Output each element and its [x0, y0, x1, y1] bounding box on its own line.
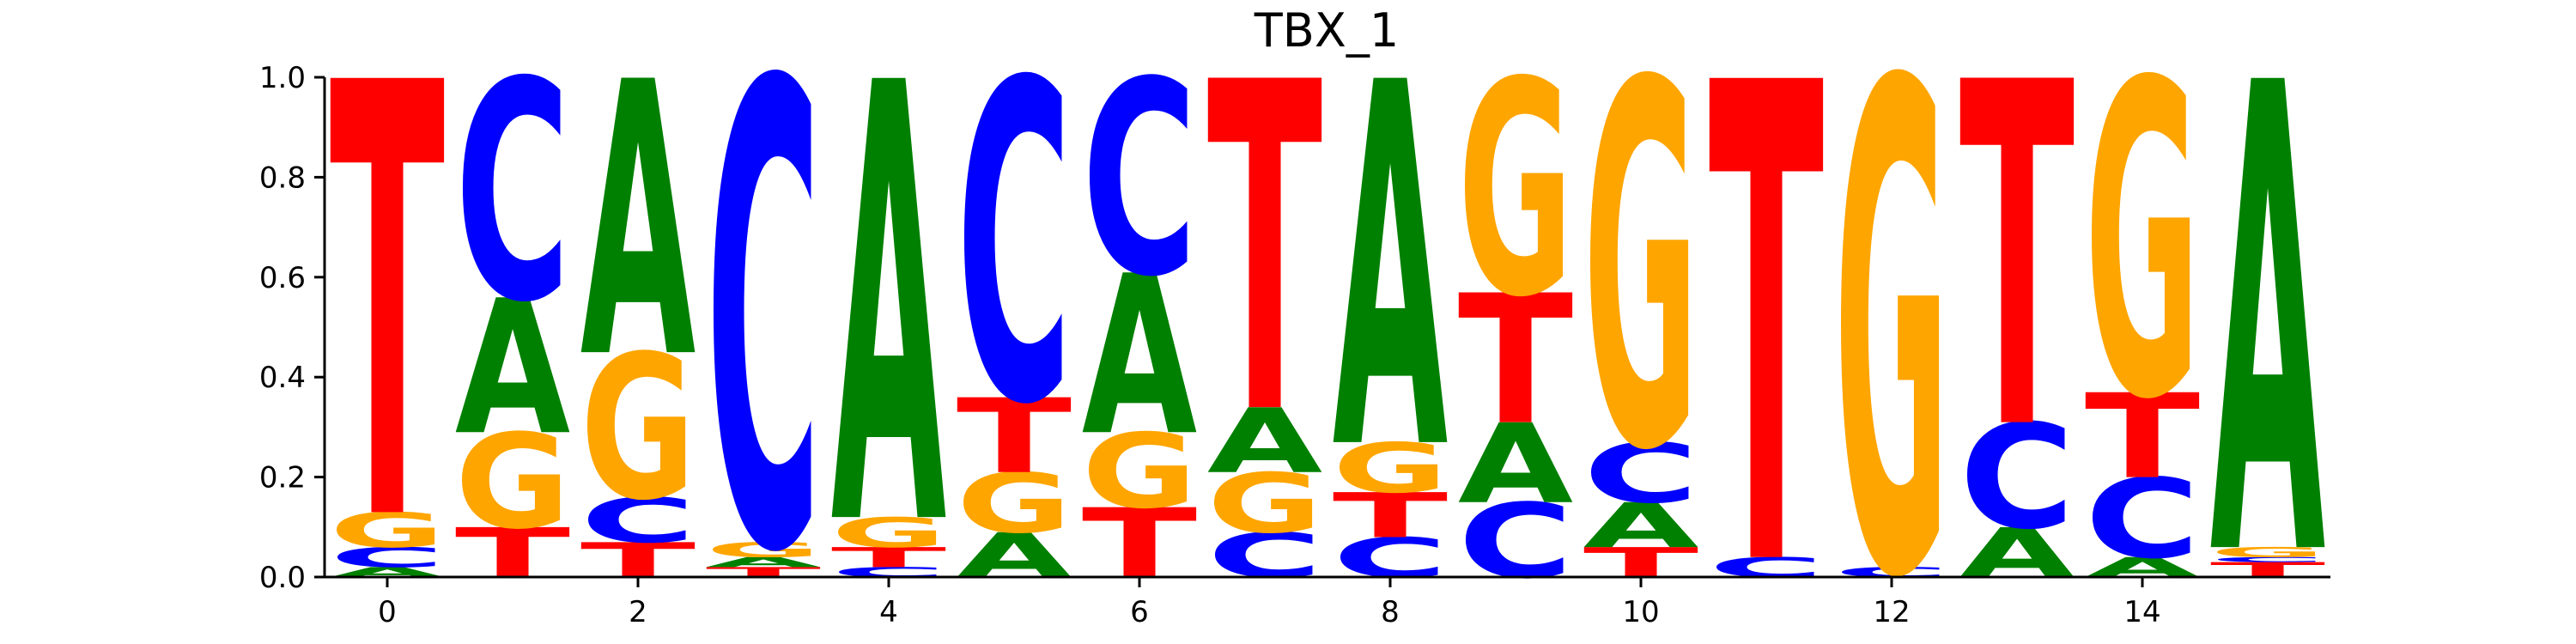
- logo-letter-t: T: [455, 514, 570, 593]
- x-axis: 0 2 4 6 8 10 12 14: [325, 575, 2330, 629]
- logo-letter-c: C: [1583, 426, 1698, 521]
- logo-letter-a: A: [1082, 229, 1197, 484]
- logo-letter-g: G: [1834, 0, 1949, 644]
- logo-letter-t: T: [1207, 0, 1323, 514]
- logo-letter-c: C: [706, 0, 821, 644]
- x-tick-label: 8: [1381, 595, 1400, 629]
- logo-letter-g: G: [580, 313, 696, 544]
- logo-letter-a: A: [2210, 0, 2327, 644]
- logo-letter-a: A: [1583, 490, 1699, 562]
- logo-letter-t: T: [1458, 257, 1573, 465]
- logo-letter-a: A: [831, 0, 948, 644]
- logo-letter-a: A: [1458, 401, 1573, 528]
- logo-letter-c: C: [1458, 483, 1573, 601]
- logo-letter-g: G: [2210, 544, 2325, 561]
- logo-letter-t: T: [957, 378, 1072, 497]
- y-tick-label: 0.0: [259, 561, 306, 595]
- logo-letter-a: A: [1959, 513, 2075, 593]
- y-axis: 0.0 0.2 0.4 0.6 0.8 1.0: [259, 61, 326, 595]
- y-tick-label: 1.0: [259, 61, 306, 95]
- logo-letter-g: G: [1207, 456, 1322, 551]
- logo-letter-c: C: [330, 542, 445, 574]
- y-tick-label: 0.8: [259, 161, 306, 195]
- x-tick-label: 10: [1622, 595, 1659, 629]
- logo-letter-c: C: [1082, 25, 1197, 336]
- logo-letter-t: T: [1959, 0, 2075, 534]
- logo-letter-g: G: [1583, 0, 1698, 560]
- logo-letter-g: G: [831, 509, 946, 557]
- logo-letter-t: T: [1709, 0, 1825, 644]
- logo-letter-c: C: [1959, 394, 2075, 562]
- logo-letter-a: A: [455, 262, 570, 477]
- logo-letter-g: G: [1082, 412, 1197, 532]
- logo-letter-g: G: [455, 407, 570, 558]
- y-tick-label: 0.4: [259, 361, 306, 395]
- logo-letter-a: A: [957, 520, 1072, 592]
- x-tick-label: 0: [378, 595, 397, 629]
- logo-letter-g: G: [1333, 429, 1448, 508]
- logo-letter-c: C: [957, 0, 1072, 501]
- logo-letter-c: C: [1207, 519, 1322, 592]
- logo-letter-c: C: [2210, 556, 2325, 563]
- y-tick-label: 0.6: [259, 261, 306, 295]
- x-tick-label: 6: [1130, 595, 1149, 629]
- x-tick-label: 14: [2123, 595, 2160, 629]
- logo-letter-a: A: [706, 555, 821, 571]
- x-tick-label: 12: [1873, 595, 1910, 629]
- logo-letter-a: A: [580, 2, 697, 441]
- logo-letter-c: C: [580, 485, 696, 557]
- logo-letter-g: G: [957, 456, 1072, 551]
- logo-letter-t: T: [1333, 480, 1448, 552]
- logo-letter-g: G: [1458, 21, 1573, 362]
- logo-letter-c: C: [2085, 456, 2200, 583]
- logo-letter-t: T: [330, 0, 446, 644]
- y-tick-label: 0.2: [259, 461, 306, 495]
- x-tick-label: 4: [879, 595, 898, 629]
- logo-letter-t: T: [831, 542, 946, 574]
- x-tick-label: 2: [629, 595, 647, 629]
- logo-letter-c: C: [455, 17, 570, 368]
- logo-letter-a: A: [1333, 0, 1449, 561]
- chart-title: TBX_1: [1254, 3, 1399, 58]
- logo-letter-g: G: [706, 538, 821, 562]
- logo-letter-a: A: [1207, 389, 1322, 493]
- logo-letter-g: G: [2085, 0, 2200, 495]
- logo-letter-t: T: [2085, 369, 2200, 505]
- logo-letter-g: G: [330, 502, 445, 558]
